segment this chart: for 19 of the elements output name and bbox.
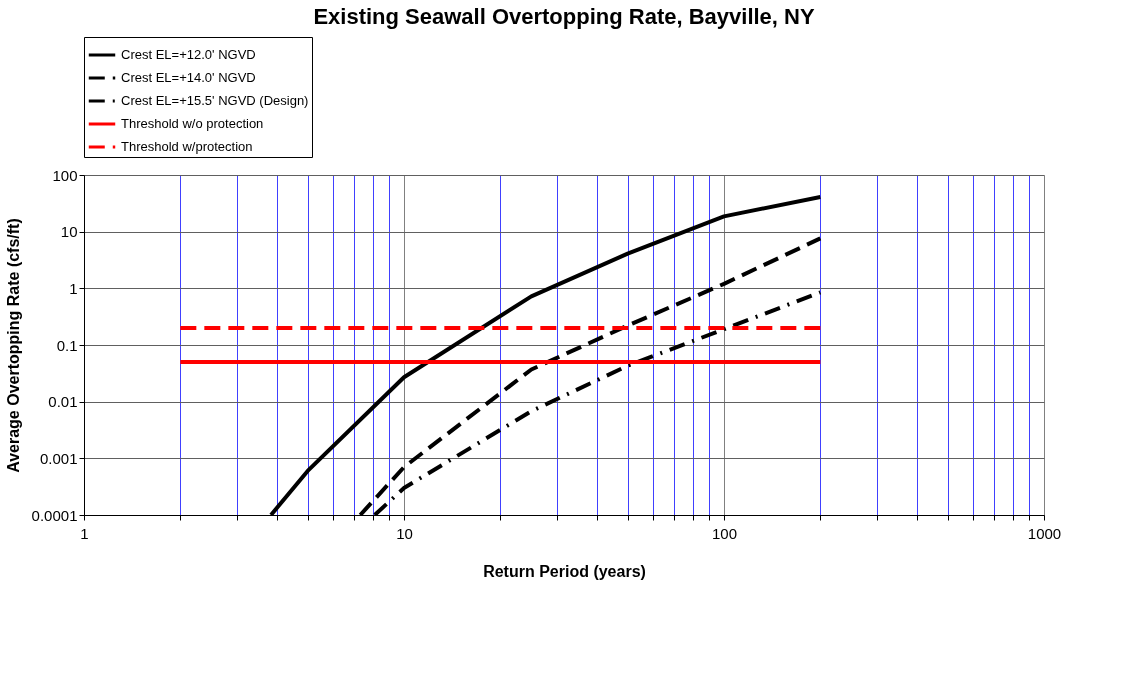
y-tick-label: 0.01 bbox=[48, 393, 78, 411]
y-tick-label: 10 bbox=[60, 223, 78, 241]
y-tick-label: 0.0001 bbox=[31, 506, 78, 524]
legend-label: Crest EL=+15.5' NGVD (Design) bbox=[121, 93, 309, 108]
legend-label: Crest EL=+14.0' NGVD bbox=[121, 70, 256, 85]
x-tick-label: 10 bbox=[396, 524, 413, 542]
legend-label: Crest EL=+12.0' NGVD bbox=[121, 47, 256, 62]
y-tick-label: 1 bbox=[69, 279, 78, 297]
y-tick-label: 0.1 bbox=[56, 336, 78, 354]
y-axis-title: Average Overtopping Rate (cfs/ft) bbox=[4, 218, 22, 473]
y-tick-label: 0.001 bbox=[39, 449, 78, 467]
x-tick-label: 100 bbox=[711, 524, 738, 542]
x-tick-label: 1000 bbox=[1027, 524, 1062, 542]
x-tick-label: 1 bbox=[80, 524, 89, 542]
legend-label: Threshold w/o protection bbox=[121, 116, 264, 131]
legend-label: Threshold w/protection bbox=[121, 139, 253, 154]
y-tick-label: 100 bbox=[52, 166, 78, 184]
x-axis-title: Return Period (years) bbox=[483, 562, 646, 580]
chart-title: Existing Seawall Overtopping Rate, Bayville, NY bbox=[313, 3, 815, 29]
